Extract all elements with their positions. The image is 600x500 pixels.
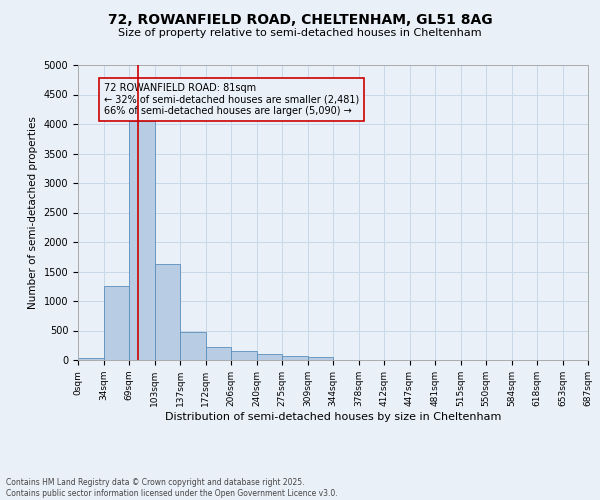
Bar [205, 348, 231, 360]
Bar [282, 356, 308, 360]
Text: 72 ROWANFIELD ROAD: 81sqm
← 32% of semi-detached houses are smaller (2,481)
66% : 72 ROWANFIELD ROAD: 81sqm ← 32% of semi-… [104, 82, 359, 116]
Y-axis label: Number of semi-detached properties: Number of semi-detached properties [28, 116, 38, 309]
Bar [308, 357, 333, 360]
Text: Contains HM Land Registry data © Crown copyright and database right 2025.
Contai: Contains HM Land Registry data © Crown c… [6, 478, 338, 498]
Bar [104, 286, 129, 360]
Text: Size of property relative to semi-detached houses in Cheltenham: Size of property relative to semi-detach… [118, 28, 482, 38]
Bar [231, 350, 257, 360]
Bar [78, 358, 104, 360]
Text: 72, ROWANFIELD ROAD, CHELTENHAM, GL51 8AG: 72, ROWANFIELD ROAD, CHELTENHAM, GL51 8A… [107, 12, 493, 26]
Bar [129, 121, 155, 360]
Bar [155, 264, 180, 360]
X-axis label: Distribution of semi-detached houses by size in Cheltenham: Distribution of semi-detached houses by … [165, 412, 501, 422]
Bar [180, 332, 205, 360]
Bar [257, 354, 282, 360]
